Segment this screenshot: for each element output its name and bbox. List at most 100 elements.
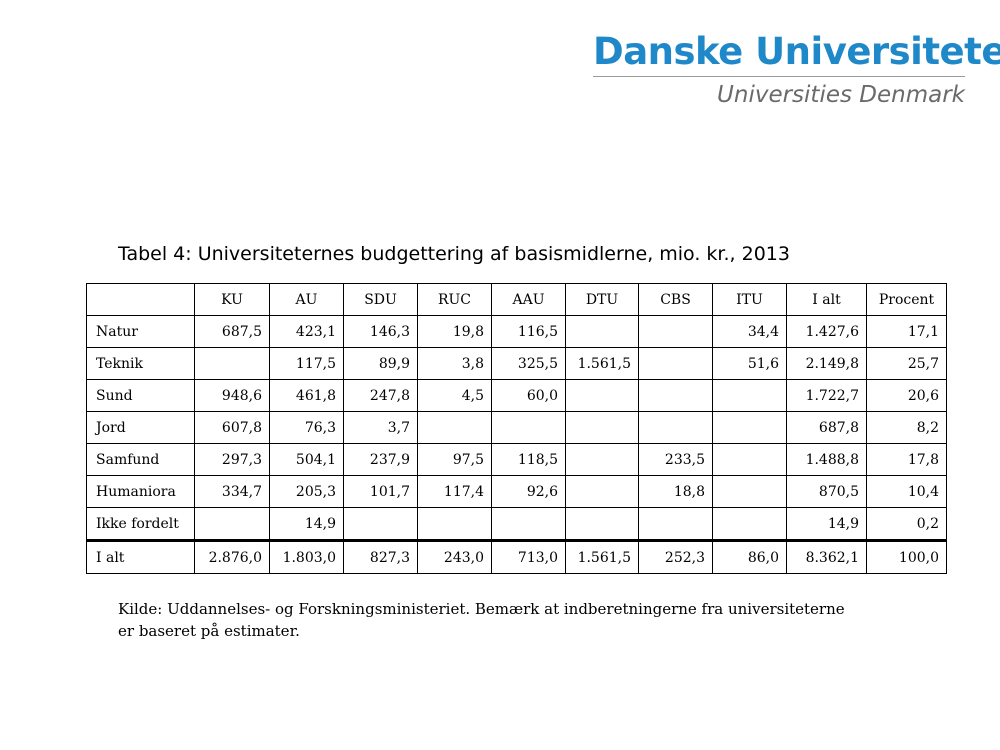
table-cell: 243,0	[417, 539, 492, 574]
column-header: AU	[269, 283, 344, 316]
table-cell	[565, 507, 639, 541]
table-row: Sund 948,6 461,8 247,8 4,5 60,0 1.722,7 20,6	[86, 379, 947, 412]
column-header: I alt	[786, 283, 867, 316]
column-header: ITU	[712, 283, 787, 316]
table-cell	[565, 475, 639, 508]
table-cell: 1.561,5	[565, 347, 639, 380]
table-cell	[712, 411, 787, 444]
table-cell: 118,5	[491, 443, 566, 476]
table-cell	[565, 379, 639, 412]
column-header: KU	[194, 283, 270, 316]
table-cell: 101,7	[343, 475, 418, 508]
table-cell	[491, 411, 566, 444]
table-header: KU AU SDU RUC AAU DTU CBS ITU I alt Procent	[86, 283, 947, 316]
table-cell: 14,9	[786, 507, 867, 541]
table-cell: 92,6	[491, 475, 566, 508]
table-cell: 687,5	[194, 315, 270, 348]
table-title: Tabel 4: Universiteternes budgettering a…	[118, 243, 790, 265]
table-cell	[565, 443, 639, 476]
row-label: Teknik	[86, 347, 195, 380]
table-cell: 870,5	[786, 475, 867, 508]
table-cell: 205,3	[269, 475, 344, 508]
table-cell: 117,5	[269, 347, 344, 380]
table-cell: 100,0	[866, 539, 947, 574]
table-cell: 948,6	[194, 379, 270, 412]
table-cell: 8,2	[866, 411, 947, 444]
header-corner	[86, 283, 195, 316]
table-cell: 146,3	[343, 315, 418, 348]
table-cell	[712, 443, 787, 476]
table-cell	[565, 315, 639, 348]
table-cell	[565, 411, 639, 444]
logo-divider	[593, 76, 965, 77]
table-cell: 89,9	[343, 347, 418, 380]
table-cell	[194, 347, 270, 380]
table-cell: 504,1	[269, 443, 344, 476]
table-cell: 116,5	[491, 315, 566, 348]
table-cell: 51,6	[712, 347, 787, 380]
table-row: Ikke fordelt 14,9 14,9 0,2	[86, 507, 947, 541]
column-header: RUC	[417, 283, 492, 316]
source-line-1: Kilde: Uddannelses- og Forskningsministe…	[118, 600, 845, 618]
table-cell: 1.722,7	[786, 379, 867, 412]
table-row: Samfund 297,3 504,1 237,9 97,5 118,5 233,5 1.48…	[86, 443, 947, 476]
header-row: KU AU SDU RUC AAU DTU CBS ITU I alt Procent	[86, 283, 947, 316]
table-row: Natur 687,5 423,1 146,3 19,8 116,5 34,4 1.427,6…	[86, 315, 947, 348]
column-header: DTU	[565, 283, 639, 316]
row-label: Natur	[86, 315, 195, 348]
table-cell	[194, 507, 270, 541]
table-row: Humaniora 334,7 205,3 101,7 117,4 92,6 18,8 870…	[86, 475, 947, 508]
table-cell	[417, 507, 492, 541]
table-cell: 1.427,6	[786, 315, 867, 348]
column-header: Procent	[866, 283, 947, 316]
table-cell: 14,9	[269, 507, 344, 541]
table-cell: 2.876,0	[194, 539, 270, 574]
column-header: SDU	[343, 283, 418, 316]
table-cell: 325,5	[491, 347, 566, 380]
table-cell: 827,3	[343, 539, 418, 574]
table-cell: 1.561,5	[565, 539, 639, 574]
table-cell: 1.803,0	[269, 539, 344, 574]
table-cell: 233,5	[638, 443, 713, 476]
table-cell	[712, 379, 787, 412]
table-cell: 687,8	[786, 411, 867, 444]
table-cell: 4,5	[417, 379, 492, 412]
table-cell	[417, 411, 492, 444]
table-cell: 117,4	[417, 475, 492, 508]
table-cell: 2.149,8	[786, 347, 867, 380]
table-cell: 18,8	[638, 475, 713, 508]
table-cell: 20,6	[866, 379, 947, 412]
table-cell: 86,0	[712, 539, 787, 574]
source-line-2: er baseret på estimater.	[118, 622, 300, 640]
table-cell	[638, 507, 713, 541]
table-cell: 1.488,8	[786, 443, 867, 476]
table-cell	[638, 379, 713, 412]
table-cell	[638, 411, 713, 444]
table-cell: 461,8	[269, 379, 344, 412]
brand-logo: Danske Universiteter Universities Denmar…	[593, 30, 1000, 109]
table-cell: 25,7	[866, 347, 947, 380]
table-cell: 17,1	[866, 315, 947, 348]
row-label: Sund	[86, 379, 195, 412]
table-cell: 19,8	[417, 315, 492, 348]
table-cell: 607,8	[194, 411, 270, 444]
logo-title: Danske Universiteter	[593, 30, 1000, 73]
budget-table: KU AU SDU RUC AAU DTU CBS ITU I alt Procent Natur…	[86, 283, 947, 574]
table-cell	[712, 507, 787, 541]
table-cell: 76,3	[269, 411, 344, 444]
table-cell: 423,1	[269, 315, 344, 348]
table-cell: 297,3	[194, 443, 270, 476]
table-cell	[638, 315, 713, 348]
logo-subtitle: Universities Denmark	[717, 82, 965, 108]
column-header: AAU	[491, 283, 566, 316]
table-cell: 247,8	[343, 379, 418, 412]
table-cell: 34,4	[712, 315, 787, 348]
row-label: Ikke fordelt	[86, 507, 195, 541]
table-cell: 713,0	[491, 539, 566, 574]
table-cell: 17,8	[866, 443, 947, 476]
row-label: Jord	[86, 411, 195, 444]
table-cell: 3,8	[417, 347, 492, 380]
row-label: I alt	[86, 539, 195, 574]
table-cell: 8.362,1	[786, 539, 867, 574]
row-label: Samfund	[86, 443, 195, 476]
